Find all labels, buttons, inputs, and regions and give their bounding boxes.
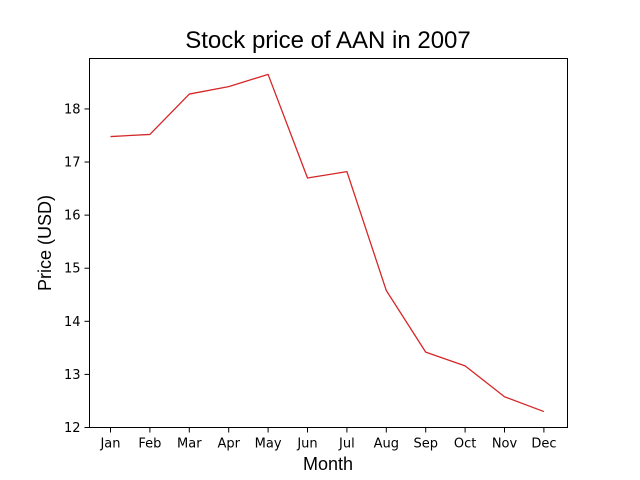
x-tick-label: Sep (413, 437, 438, 452)
x-axis: Jan Feb Mar Apr May Jun Jul Aug Sep Oct Nov Dec (99, 427, 556, 452)
plot-area-frame (89, 58, 568, 428)
chart-title: Stock price of AAN in 2007 (185, 27, 471, 54)
x-axis-label: Month (303, 454, 353, 474)
series-layer (110, 73, 545, 413)
x-tick-label: Aug (374, 437, 399, 452)
y-tick-label: 15 (64, 262, 81, 277)
x-tick-label: Apr (217, 437, 240, 452)
x-tick-label: Dec (531, 437, 556, 452)
y-tick-label: 14 (64, 315, 81, 330)
y-tick-label: 18 (64, 102, 81, 117)
x-tick-label: Jun (296, 437, 317, 452)
x-tick-label: Jan (99, 437, 120, 452)
y-tick-label: 16 (64, 209, 81, 224)
series-line (110, 73, 545, 413)
x-tick-label: Oct (454, 437, 476, 452)
y-tick-label: 12 (64, 421, 81, 436)
y-axis: 12 13 14 15 16 17 18 (64, 102, 90, 436)
x-tick-label: Nov (492, 437, 518, 452)
x-tick-label: Feb (138, 437, 161, 452)
x-tick-label: Mar (177, 437, 202, 452)
y-tick-label: 17 (64, 156, 81, 171)
y-axis-label: Price (USD) (35, 195, 55, 291)
y-tick-label: 13 (64, 368, 81, 383)
x-tick-label: May (255, 437, 282, 452)
x-tick-label: Jul (338, 437, 355, 452)
